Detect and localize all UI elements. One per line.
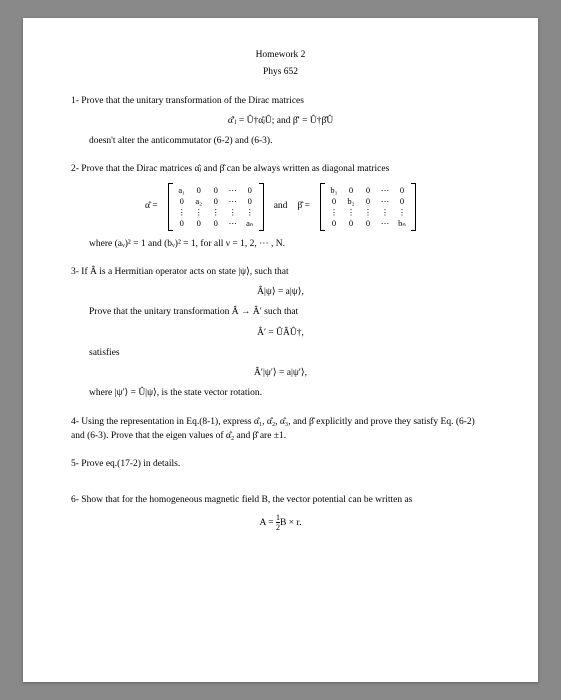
problem-2: 2- Prove that the Dirac matrices α̂ⱼ and… [71,162,490,251]
cell: 0 [363,196,373,207]
cell: 0 [177,196,187,207]
problem-text: Prove that the unitary transformation of… [81,96,304,106]
problem-text: Prove eq.(17-2) in details. [81,459,180,469]
cell: 0 [211,218,221,229]
cell: 0 [363,218,373,229]
equation: Â|ψ⟩ = a|ψ⟩, [71,285,490,299]
eq-rhs: B × r. [280,518,301,528]
problem-text: where |ψ′⟩ = Û|ψ⟩, is the state vector r… [71,386,490,400]
cell: aₙ [245,218,255,229]
problem-6: 6- Show that for the homogeneous magneti… [71,493,490,531]
equation: Â′ = ÛÂÛ†, [71,326,490,340]
cell: b₂ [346,196,356,207]
document-page: Homework 2 Phys 652 1- Prove that the un… [23,18,538,682]
problem-4: 4- Using the representation in Eq.(8-1),… [71,415,490,444]
problem-number: 4- [71,417,79,427]
cell: ⋮ [194,207,204,218]
problem-number: 3- [71,267,79,277]
cell: ⋮ [245,207,255,218]
cell: 0 [245,196,255,207]
cell: ⋯ [228,185,238,196]
problem-text: Show that for the homogeneous magnetic f… [81,495,412,505]
alpha-label: α̂ = [145,199,158,213]
equation: α̂′ⱼ = Û†α̂ⱼÛ; and β̂′ = Û†β̂Û [71,114,490,128]
cell: 0 [329,196,339,207]
cell: ⋮ [380,207,390,218]
bracket-right [259,183,264,231]
cell: ⋮ [228,207,238,218]
bracket-right [411,183,416,231]
problem-number: 6- [71,495,79,505]
problem-number: 5- [71,459,79,469]
matrix-row: α̂ = a₁00⋯0 0a₂0⋯0 ⋮⋮⋮⋮⋮ 000⋯aₙ and β̂ =… [71,183,490,231]
cell: ⋯ [380,185,390,196]
cell: 0 [329,218,339,229]
cell: 0 [194,218,204,229]
doc-subtitle: Phys 652 [71,65,490,79]
cell: 0 [211,185,221,196]
problem-number: 2- [71,164,79,174]
cell: 0 [245,185,255,196]
cell: b₁ [329,185,339,196]
problem-text: where (aᵥ)² = 1 and (bᵥ)² = 1, for all ν… [71,237,490,251]
cell: ⋯ [228,218,238,229]
eq-lhs: A = [260,518,276,528]
cell: 0 [177,218,187,229]
cell: 0 [397,196,407,207]
cell: a₁ [177,185,187,196]
problem-text: Prove that the Dirac matrices α̂ⱼ and β̂… [81,164,389,174]
equation: Â′|ψ′⟩ = a|ψ′⟩, [71,366,490,380]
cell: ⋮ [363,207,373,218]
problem-5: 5- Prove eq.(17-2) in details. [71,457,490,471]
beta-matrix: b₁00⋯0 0b₂0⋯0 ⋮⋮⋮⋮⋮ 000⋯bₙ [320,183,416,231]
cell: 0 [194,185,204,196]
problem-text: Prove that the unitary transformation Â … [71,305,490,319]
doc-title: Homework 2 [71,48,490,62]
problem-text: doesn't alter the anticommutator (6-2) a… [71,134,490,148]
cell: ⋮ [177,207,187,218]
cell: bₙ [397,218,407,229]
cell: 0 [211,196,221,207]
problem-text: satisfies [71,346,490,360]
and-label: and [274,199,288,213]
cell: ⋯ [380,196,390,207]
beta-label: β̂ = [297,199,310,213]
cell: a₂ [194,196,204,207]
cell: 0 [397,185,407,196]
problem-3: 3- If Â is a Hermitian operator acts on … [71,265,490,401]
problem-text: Using the representation in Eq.(8-1), ex… [71,417,475,441]
equation: A = 12B × r. [71,514,490,532]
problem-number: 1- [71,96,79,106]
cell: 0 [363,185,373,196]
cell: 0 [346,218,356,229]
cell: ⋯ [380,218,390,229]
cell: 0 [346,185,356,196]
cell: ⋮ [211,207,221,218]
cell: ⋮ [397,207,407,218]
cell: ⋮ [346,207,356,218]
problem-text: If Â is a Hermitian operator acts on sta… [81,267,288,277]
cell: ⋮ [329,207,339,218]
problem-1: 1- Prove that the unitary transformation… [71,94,490,149]
alpha-matrix: a₁00⋯0 0a₂0⋯0 ⋮⋮⋮⋮⋮ 000⋯aₙ [168,183,264,231]
cell: ⋯ [228,196,238,207]
